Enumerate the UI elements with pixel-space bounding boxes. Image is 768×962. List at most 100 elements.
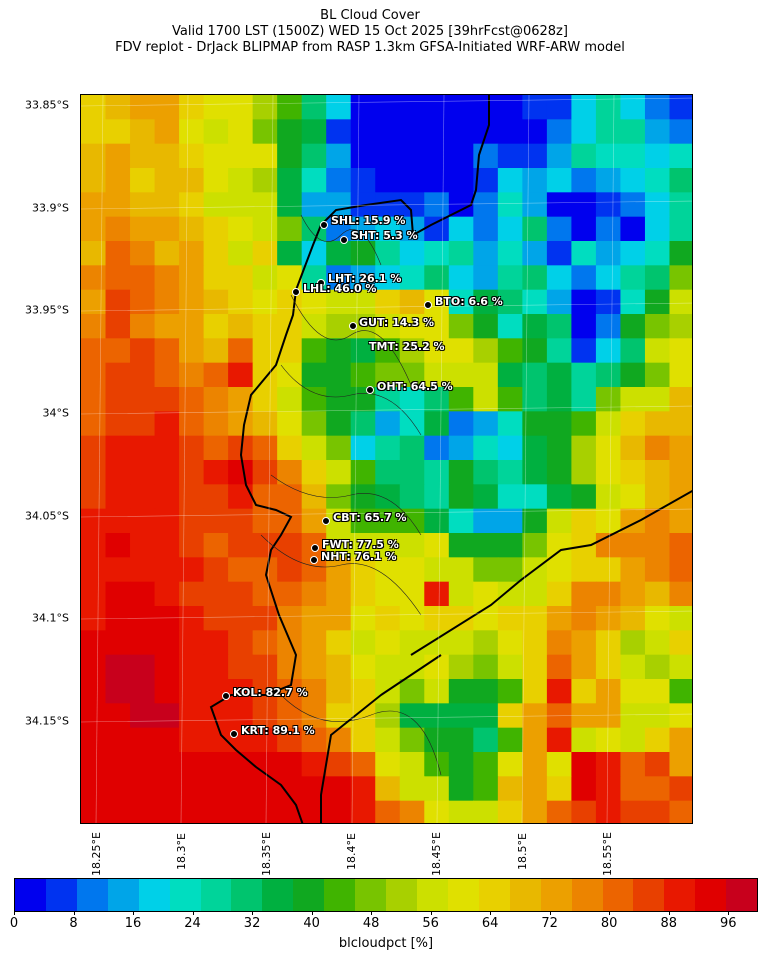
grid-cell (595, 314, 622, 339)
grid-cell (350, 168, 376, 193)
grid-cell (522, 143, 548, 169)
grid-cell (522, 679, 548, 704)
grid-cell (277, 752, 303, 777)
grid-cell (130, 557, 156, 583)
grid-cell (277, 703, 303, 729)
grid-cell (669, 387, 692, 412)
grid-cell (203, 776, 229, 802)
grid-cell (203, 460, 229, 485)
grid-cell (326, 241, 352, 266)
grid-cell (571, 460, 597, 485)
grid-cell (644, 143, 671, 169)
grid-cell (473, 484, 499, 510)
grid-cell (130, 703, 156, 729)
grid-cell (595, 606, 622, 631)
grid-cell (644, 727, 671, 753)
grid-cell (669, 362, 692, 388)
grid-cell (669, 289, 692, 315)
grid-cell (326, 752, 352, 777)
grid-cell (546, 387, 572, 412)
grid-cell (669, 143, 692, 169)
grid-cell (203, 484, 229, 510)
grid-cell (595, 703, 622, 729)
grid-cell (620, 800, 646, 823)
grid-cell (375, 95, 401, 120)
grid-cell (399, 168, 425, 193)
grid-cell (595, 143, 622, 169)
grid-cell (546, 776, 572, 802)
grid-cell (375, 630, 401, 656)
grid-cell (546, 460, 572, 485)
colorbar (14, 878, 758, 912)
grid-cell (375, 654, 401, 680)
grid-cell (669, 314, 692, 339)
grid-cell (81, 119, 107, 145)
grid-cell (301, 387, 327, 412)
grid-cell (473, 557, 499, 583)
grid-cell (473, 265, 499, 291)
grid-cell (620, 435, 646, 461)
grid-cell (252, 168, 278, 193)
grid-cell (399, 557, 425, 583)
grid-cell (203, 508, 229, 534)
grid-cell (497, 362, 523, 388)
site-marker-kol (222, 692, 230, 700)
grid-cell (620, 143, 646, 169)
colorbar-swatch (664, 879, 696, 911)
grid-cell (179, 484, 205, 510)
grid-cell (669, 216, 692, 242)
grid-cell (375, 119, 401, 145)
grid-cell (595, 484, 622, 510)
grid-cell (669, 119, 692, 145)
grid-cell (105, 289, 131, 315)
grid-cell (130, 289, 156, 315)
grid-cell (252, 411, 278, 437)
grid-cell (448, 484, 474, 510)
grid-cell (203, 168, 229, 193)
grid-cell (644, 241, 671, 266)
grid-cell (669, 95, 692, 120)
grid-cell (620, 192, 646, 218)
grid-cell (424, 460, 450, 485)
grid-cell (154, 338, 180, 364)
grid-cell (595, 435, 622, 461)
grid-cell (399, 703, 425, 729)
grid-cell (571, 216, 597, 242)
grid-cell (497, 314, 523, 339)
grid-cell (399, 679, 425, 704)
title-line-3: FDV replot - DrJack BLIPMAP from RASP 1.… (115, 40, 625, 55)
grid-cell (326, 119, 352, 145)
grid-cell (375, 216, 401, 242)
grid-cell (326, 435, 352, 461)
grid-cell (644, 508, 671, 534)
grid-cell (546, 265, 572, 291)
grid-cell (326, 703, 352, 729)
grid-cell (179, 265, 205, 291)
grid-cell (326, 192, 352, 218)
grid-cell (399, 95, 425, 120)
grid-cell (130, 241, 156, 266)
grid-cell (130, 776, 156, 802)
site-marker-fwt (311, 544, 319, 552)
grid-cell (375, 606, 401, 631)
colorbar-tick-mark (252, 911, 254, 915)
grid-cell (179, 557, 205, 583)
grid-cell (350, 411, 376, 437)
grid-cell (203, 727, 229, 753)
grid-cell (497, 581, 523, 607)
grid-cell (497, 289, 523, 315)
grid-cell (595, 387, 622, 412)
grid-cell (620, 289, 646, 315)
grid-cell (399, 533, 425, 558)
colorbar-label: blcloudpct [%] (338, 936, 434, 951)
grid-cell (350, 800, 376, 823)
grid-cell (179, 216, 205, 242)
colorbar-tick-label: 48 (362, 916, 380, 931)
grid-cell (81, 241, 107, 266)
colorbar-swatch (478, 879, 510, 911)
grid-cell (522, 119, 548, 145)
grid-cell (669, 776, 692, 802)
grid-cell (326, 289, 352, 315)
grid-cell (301, 752, 327, 777)
site-marker-sht (340, 236, 348, 244)
